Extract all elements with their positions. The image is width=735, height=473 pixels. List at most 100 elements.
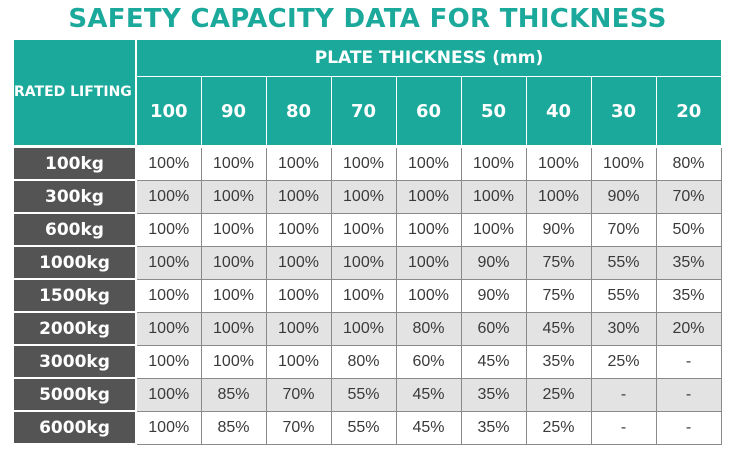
- capacity-cell: 80%: [395, 311, 462, 346]
- table-row: 300kg 100% 100% 100% 100% 100% 100% 100%…: [14, 179, 722, 214]
- thickness-header: 70: [330, 76, 396, 148]
- capacity-cell: 70%: [265, 410, 332, 445]
- capacity-cell: -: [655, 377, 722, 412]
- capacity-cell: 100%: [590, 146, 657, 181]
- capacity-cell: 100%: [200, 344, 267, 379]
- capacity-cell: 100%: [460, 179, 527, 214]
- capacity-cell: 45%: [395, 377, 462, 412]
- capacity-cell: 60%: [395, 344, 462, 379]
- capacity-cell: 70%: [590, 212, 657, 247]
- capacity-cell: 70%: [655, 179, 722, 214]
- capacity-cell: 100%: [460, 146, 527, 181]
- weight-label: 3000kg: [14, 345, 137, 379]
- capacity-cell: 25%: [590, 344, 657, 379]
- weight-label: 100kg: [14, 146, 137, 181]
- header-row-thickness: 100 90 80 70 60 50 40 30 20: [14, 76, 722, 148]
- capacity-cell: 100%: [330, 212, 397, 247]
- thickness-header: 20: [655, 76, 722, 148]
- capacity-cell: 55%: [590, 245, 657, 280]
- table-row: 1500kg 100% 100% 100% 100% 100% 90% 75% …: [14, 278, 722, 313]
- capacity-cell: 50%: [655, 212, 722, 247]
- capacity-cell: 100%: [135, 146, 202, 181]
- capacity-cell: 90%: [525, 212, 592, 247]
- capacity-cell: 100%: [135, 278, 202, 313]
- capacity-cell: 35%: [460, 410, 527, 445]
- table-row: 600kg 100% 100% 100% 100% 100% 100% 90% …: [14, 212, 722, 247]
- capacity-cell: 100%: [135, 245, 202, 280]
- capacity-cell: -: [655, 344, 722, 379]
- capacity-cell: 100%: [135, 344, 202, 379]
- capacity-cell: 85%: [200, 410, 267, 445]
- capacity-cell: 100%: [135, 377, 202, 412]
- capacity-cell: 100%: [460, 212, 527, 247]
- capacity-cell: 100%: [330, 311, 397, 346]
- capacity-cell: 55%: [590, 278, 657, 313]
- capacity-cell: 100%: [265, 146, 332, 181]
- capacity-cell: 35%: [655, 278, 722, 313]
- weight-label: 1500kg: [14, 279, 137, 313]
- capacity-cell: 80%: [330, 344, 397, 379]
- weight-label: 300kg: [14, 180, 137, 214]
- capacity-cell: 100%: [330, 179, 397, 214]
- capacity-cell: 90%: [460, 278, 527, 313]
- weight-label: 2000kg: [14, 312, 137, 346]
- weight-label: 1000kg: [14, 246, 137, 280]
- capacity-cell: 100%: [200, 311, 267, 346]
- table-row: 3000kg 100% 100% 100% 80% 60% 45% 35% 25…: [14, 344, 722, 379]
- page-title: SAFETY CAPACITY DATA FOR THICKNESS: [68, 4, 667, 34]
- capacity-cell: 100%: [395, 278, 462, 313]
- capacity-cell: 100%: [200, 245, 267, 280]
- capacity-cell: 30%: [590, 311, 657, 346]
- thickness-header: 50: [460, 76, 526, 148]
- thickness-header: 100: [135, 76, 201, 148]
- capacity-cell: 85%: [200, 377, 267, 412]
- table-row: 2000kg 100% 100% 100% 100% 80% 60% 45% 3…: [14, 311, 722, 346]
- capacity-cell: 75%: [525, 245, 592, 280]
- capacity-cell: 100%: [525, 146, 592, 181]
- capacity-cell: 80%: [655, 146, 722, 181]
- capacity-cell: 100%: [200, 278, 267, 313]
- capacity-cell: 35%: [460, 377, 527, 412]
- capacity-cell: 100%: [135, 410, 202, 445]
- table-row: 100kg 100% 100% 100% 100% 100% 100% 100%…: [14, 146, 722, 181]
- capacity-cell: -: [590, 377, 657, 412]
- capacity-cell: 100%: [265, 278, 332, 313]
- capacity-cell: 100%: [525, 179, 592, 214]
- thickness-header: 60: [395, 76, 461, 148]
- capacity-cell: 100%: [330, 245, 397, 280]
- capacity-cell: -: [590, 410, 657, 445]
- capacity-cell: 100%: [265, 311, 332, 346]
- capacity-cell: 100%: [135, 179, 202, 214]
- capacity-cell: 20%: [655, 311, 722, 346]
- thickness-header: 30: [590, 76, 656, 148]
- capacity-cell: 25%: [525, 377, 592, 412]
- capacity-cell: 100%: [135, 212, 202, 247]
- capacity-cell: 100%: [395, 179, 462, 214]
- capacity-cell: 100%: [200, 212, 267, 247]
- capacity-cell: 100%: [200, 179, 267, 214]
- capacity-cell: 90%: [460, 245, 527, 280]
- header-row-group: RATED LIFTING STRENGTH (%) PLATE THICKNE…: [14, 40, 722, 148]
- capacity-cell: 100%: [395, 245, 462, 280]
- capacity-cell: 45%: [525, 311, 592, 346]
- capacity-cell: 70%: [265, 377, 332, 412]
- capacity-cell: 100%: [200, 146, 267, 181]
- capacity-cell: 100%: [395, 146, 462, 181]
- weight-label: 5000kg: [14, 378, 137, 412]
- capacity-cell: 100%: [265, 245, 332, 280]
- capacity-cell: 100%: [265, 212, 332, 247]
- capacity-cell: 100%: [135, 311, 202, 346]
- capacity-cell: 45%: [395, 410, 462, 445]
- thickness-header: 80: [265, 76, 331, 148]
- thickness-header: 90: [200, 76, 266, 148]
- capacity-cell: 55%: [330, 410, 397, 445]
- capacity-cell: 100%: [265, 344, 332, 379]
- capacity-table: RATED LIFTING STRENGTH (%) PLATE THICKNE…: [14, 40, 722, 445]
- capacity-cell: 100%: [265, 179, 332, 214]
- capacity-cell: 100%: [395, 212, 462, 247]
- capacity-cell: 75%: [525, 278, 592, 313]
- capacity-cell: 35%: [655, 245, 722, 280]
- table-row: 5000kg 100% 85% 70% 55% 45% 35% 25% - -: [14, 377, 722, 412]
- capacity-cell: 100%: [330, 146, 397, 181]
- capacity-cell: 90%: [590, 179, 657, 214]
